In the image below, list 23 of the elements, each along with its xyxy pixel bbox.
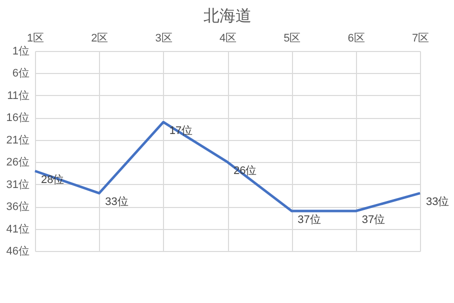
x-tick-label: 5区 <box>284 32 301 44</box>
chart-title: 北海道 <box>204 7 252 25</box>
y-tick-label: 26位 <box>6 156 30 169</box>
x-tick-label: 4区 <box>219 32 237 44</box>
data-label: 33位 <box>105 196 128 208</box>
y-tick-label: 6位 <box>12 68 30 80</box>
y-tick-label: 16位 <box>6 112 30 124</box>
x-tick-label: 1区 <box>26 32 44 44</box>
y-tick-label: 41位 <box>6 223 30 236</box>
x-tick-label: 3区 <box>155 32 172 44</box>
y-tick-label: 46位 <box>6 246 30 258</box>
data-label: 33位 <box>426 196 450 208</box>
x-tick-label: 6区 <box>348 32 365 44</box>
x-tick-label: 7区 <box>412 32 430 44</box>
y-tick-label: 31位 <box>6 178 30 191</box>
y-tick-label: 21位 <box>6 134 30 146</box>
y-tick-label: 11位 <box>7 90 30 102</box>
data-label: 37位 <box>362 214 386 226</box>
x-tick-label: 2区 <box>91 32 108 44</box>
line-series <box>34 120 422 212</box>
y-tick-label: 36位 <box>6 201 30 214</box>
y-tick-label: 1位 <box>12 46 30 58</box>
data-label: 37位 <box>298 214 321 226</box>
